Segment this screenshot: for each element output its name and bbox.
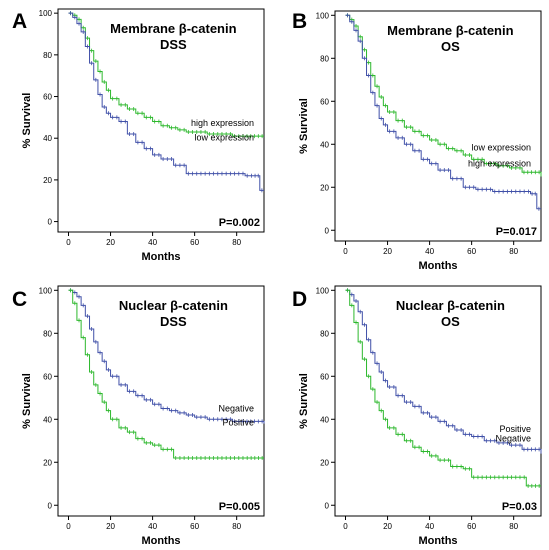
y-tick-label: 60: [320, 372, 329, 381]
survival-curve-0: [345, 14, 542, 177]
series-label: Positive: [499, 424, 531, 434]
x-tick-label: 0: [66, 522, 71, 531]
survival-curve-0: [345, 289, 542, 454]
x-tick-label: 40: [425, 522, 434, 531]
plot-frame: [57, 285, 265, 517]
x-tick-label: 80: [232, 522, 241, 531]
y-tick-label: 0: [325, 501, 330, 510]
x-tick-label: 40: [148, 522, 157, 531]
x-tick-label: 60: [190, 522, 199, 531]
series-label: low expression: [194, 132, 254, 142]
survival-curve-0: [68, 289, 265, 424]
series-label: Negative: [495, 434, 531, 444]
y-tick-label: 100: [316, 11, 330, 20]
y-tick-label: 20: [43, 176, 52, 185]
x-tick-label: 20: [106, 238, 115, 247]
x-axis-label: Months: [418, 535, 457, 547]
plot-frame: [57, 8, 265, 233]
x-tick-label: 60: [190, 238, 199, 247]
y-axis-label: % Survival: [21, 373, 33, 429]
x-axis-label: Months: [418, 260, 457, 272]
p-value: P=0.002: [219, 217, 260, 229]
panel-label: C: [12, 288, 27, 311]
p-value: P=0.03: [502, 501, 537, 513]
y-tick-label: 0: [48, 501, 53, 510]
x-tick-label: 20: [383, 522, 392, 531]
series-label: Negative: [218, 404, 254, 414]
series-label: low expression: [471, 143, 531, 153]
series-label: high expression: [468, 159, 531, 169]
chart-title: Nuclear β-catenin: [119, 298, 228, 313]
chart-title: Membrane β-catenin: [387, 23, 513, 38]
y-tick-label: 40: [320, 415, 329, 424]
x-tick-label: 40: [425, 247, 434, 256]
y-tick-label: 20: [43, 458, 52, 467]
series-label: Positive: [222, 418, 254, 428]
x-tick-label: 20: [106, 522, 115, 531]
y-tick-label: 40: [43, 134, 52, 143]
x-axis-label: Months: [141, 251, 180, 263]
x-tick-label: 0: [343, 247, 348, 256]
x-tick-label: 60: [467, 247, 476, 256]
survival-curve-1: [345, 14, 541, 210]
panel-label: D: [292, 288, 307, 311]
panel-label: A: [12, 10, 27, 33]
y-tick-label: 40: [320, 140, 329, 149]
y-tick-label: 100: [39, 286, 53, 295]
x-tick-label: 80: [232, 238, 241, 247]
y-tick-label: 40: [43, 415, 52, 424]
chart-title: Nuclear β-catenin: [396, 298, 505, 313]
chart-title: Membrane β-catenin: [110, 21, 236, 36]
chart-subtitle: DSS: [160, 314, 187, 329]
y-tick-label: 60: [43, 372, 52, 381]
y-tick-label: 60: [43, 93, 52, 102]
y-axis-label: % Survival: [298, 98, 310, 154]
survival-curve-1: [345, 289, 541, 487]
p-value: P=0.017: [496, 226, 537, 238]
chart-subtitle: OS: [441, 314, 460, 329]
plot-frame: [334, 10, 542, 242]
x-tick-label: 60: [467, 522, 476, 531]
plot-frame: [334, 285, 542, 517]
series-label: high expression: [191, 118, 254, 128]
x-tick-label: 80: [509, 522, 518, 531]
chart-subtitle: OS: [441, 39, 460, 54]
y-tick-label: 0: [48, 218, 53, 227]
y-tick-label: 80: [320, 54, 329, 63]
survival-curve-1: [68, 289, 264, 459]
y-tick-label: 80: [43, 51, 52, 60]
p-value: P=0.005: [219, 501, 260, 513]
x-tick-label: 0: [66, 238, 71, 247]
survival-curve-1: [68, 12, 264, 191]
x-tick-label: 40: [148, 238, 157, 247]
chart-subtitle: DSS: [160, 37, 187, 52]
y-tick-label: 20: [320, 183, 329, 192]
x-axis-label: Months: [141, 535, 180, 547]
x-tick-label: 80: [509, 247, 518, 256]
y-tick-label: 100: [316, 286, 330, 295]
y-tick-label: 20: [320, 458, 329, 467]
y-axis-label: % Survival: [298, 373, 310, 429]
y-tick-label: 100: [39, 9, 53, 18]
panel-label: B: [292, 10, 307, 33]
y-tick-label: 80: [43, 329, 52, 338]
x-tick-label: 20: [383, 247, 392, 256]
y-tick-label: 60: [320, 97, 329, 106]
y-tick-label: 0: [325, 226, 330, 235]
x-tick-label: 0: [343, 522, 348, 531]
y-axis-label: % Survival: [21, 93, 33, 149]
y-tick-label: 80: [320, 329, 329, 338]
